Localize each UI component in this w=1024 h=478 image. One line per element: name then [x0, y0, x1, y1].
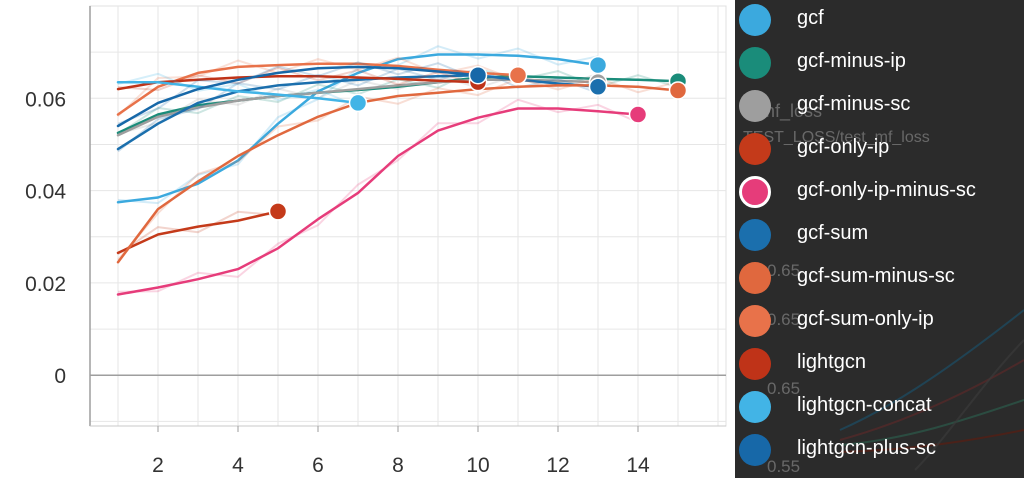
- series-raw-line: [117, 210, 279, 256]
- background-chart-lines: [839, 309, 1024, 471]
- legend-item[interactable]: gcf-minus-ip: [735, 43, 1024, 83]
- legend-swatch-icon: [739, 391, 771, 423]
- series-line: [116, 74, 680, 135]
- legend-item[interactable]: gcf-sum-only-ip: [735, 301, 1024, 341]
- legend-swatch-icon: [739, 176, 771, 208]
- series-end-marker: [348, 93, 368, 113]
- legend-label: gcf-sum-minus-sc: [797, 265, 955, 287]
- background-y-tick: 0.55: [767, 457, 800, 476]
- background-panel-title: mf_loss: [760, 101, 822, 122]
- series-raw-line: [117, 72, 359, 108]
- series-line: [116, 210, 280, 255]
- legend-item[interactable]: gcf: [735, 0, 1024, 40]
- x-tick-label: 4: [232, 454, 244, 477]
- legend-label: gcf-only-ip: [797, 136, 890, 158]
- series-line: [116, 80, 360, 105]
- series-end-marker: [468, 65, 488, 85]
- series-line: [116, 84, 680, 264]
- series-line: [116, 74, 480, 91]
- x-tick-label: 8: [392, 454, 404, 477]
- x-tick-label: 2: [152, 454, 164, 477]
- legend-swatch-icon: [739, 434, 771, 466]
- chart-area: 2 4 6 8 10 12 14 0 0.02 0.04 0.06: [25, 5, 727, 477]
- legend-label: gcf-sum-only-ip: [797, 308, 934, 330]
- legend-label: lightgcn-plus-sc: [797, 437, 936, 459]
- y-tick-label: 0.06: [25, 88, 66, 111]
- x-tick-label: 6: [312, 454, 324, 477]
- legend-swatch-icon: [739, 219, 771, 251]
- background-y-tick: 0.65: [767, 310, 800, 329]
- legend-label: lightgcn-concat: [797, 394, 932, 416]
- legend-label: gcf: [797, 7, 824, 29]
- series-end-marker: [628, 105, 648, 124]
- end-markers: [268, 55, 688, 221]
- legend-item[interactable]: lightgcn-concat: [735, 387, 1024, 427]
- legend-label: gcf-only-ip-minus-sc: [797, 179, 976, 201]
- line-chart: 2 4 6 8 10 12 14 0 0.02 0.04 0.06: [25, 5, 727, 477]
- series-raw-line: [117, 66, 479, 91]
- series-end-marker: [508, 65, 528, 85]
- legend-swatch-icon: [739, 262, 771, 294]
- legend-label: gcf-minus-sc: [797, 93, 911, 115]
- x-tick-label: 12: [546, 454, 569, 477]
- tick-labels: 2 4 6 8 10 12 14 0 0.02 0.04 0.06: [25, 88, 650, 477]
- legend-label: lightgcn: [797, 351, 866, 373]
- series-end-marker: [588, 55, 608, 75]
- legend-item[interactable]: lightgcn: [735, 344, 1024, 384]
- legend-swatch-icon: [739, 133, 771, 165]
- series-line: [116, 62, 520, 116]
- background-y-tick: 0.65: [767, 261, 800, 280]
- series-line: [116, 107, 640, 296]
- legend-swatch-icon: [739, 47, 771, 79]
- series-line: [116, 65, 480, 128]
- y-tick-label: 0.04: [25, 181, 66, 204]
- legend-item[interactable]: gcf-sum: [735, 215, 1024, 255]
- series-raw-line: [117, 77, 679, 261]
- series-raw-line: [117, 98, 639, 293]
- legend-item[interactable]: lightgcn-plus-sc: [735, 430, 1024, 470]
- legend-swatch-icon: [739, 4, 771, 36]
- legend-item[interactable]: gcf-only-ip: [735, 129, 1024, 169]
- x-tick-label: 14: [626, 454, 650, 477]
- legend-panel: mf_loss TEST_LOSS/test_mf_loss 0.65 0.65…: [735, 0, 1024, 478]
- legend-swatch-icon: [739, 305, 771, 337]
- background-panel-tag: TEST_LOSS/test_mf_loss: [743, 129, 930, 146]
- series-raw-line: [117, 45, 599, 205]
- background-y-tick: 0.65: [767, 379, 800, 398]
- series-end-marker: [668, 81, 688, 100]
- y-tick-label: 0: [54, 365, 66, 388]
- background-chart-panel: mf_loss TEST_LOSS/test_mf_loss 0.65 0.65…: [743, 101, 1024, 476]
- y-tick-label: 0.02: [25, 273, 66, 296]
- legend-swatch-icon: [739, 90, 771, 122]
- legend-item[interactable]: gcf-sum-minus-sc: [735, 258, 1024, 298]
- legend-swatch-icon: [739, 348, 771, 380]
- legend-label: gcf-minus-ip: [797, 50, 906, 72]
- series-end-marker: [268, 202, 288, 221]
- legend-item[interactable]: gcf-minus-sc: [735, 86, 1024, 126]
- legend-label: gcf-sum: [797, 222, 869, 244]
- x-tick-label: 10: [466, 454, 489, 477]
- legend-item[interactable]: gcf-only-ip-minus-sc: [735, 172, 1024, 212]
- series-end-marker: [588, 77, 608, 97]
- series-line: [116, 53, 600, 204]
